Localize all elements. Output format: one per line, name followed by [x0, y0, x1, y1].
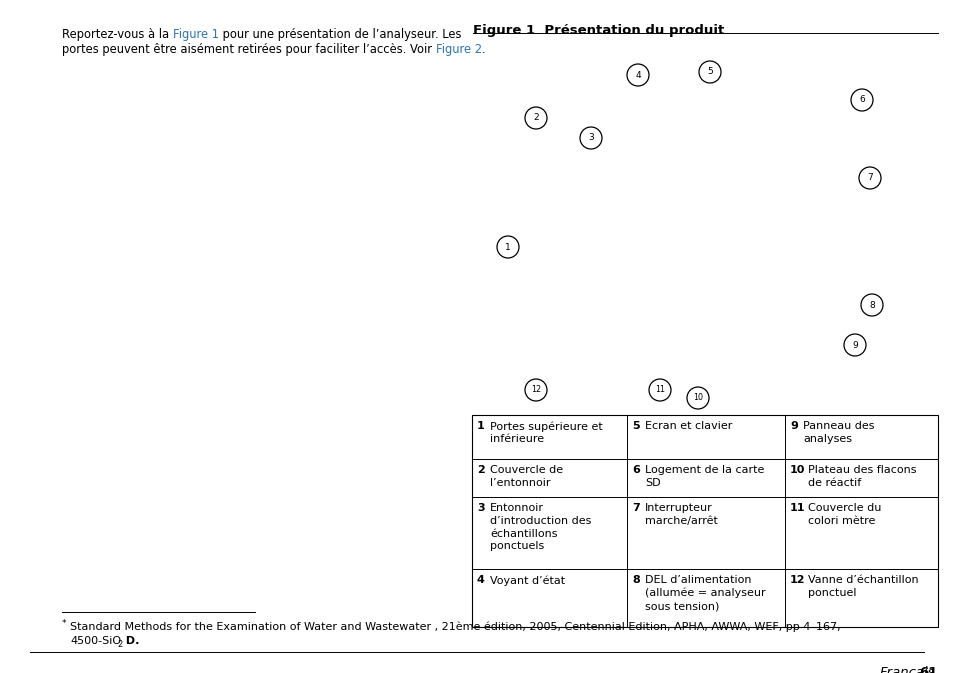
Text: Figure 2: Figure 2: [436, 43, 481, 56]
Text: Couvercle du
colori mètre: Couvercle du colori mètre: [807, 503, 881, 526]
Text: Plateau des flacons
de réactif: Plateau des flacons de réactif: [807, 465, 916, 488]
Text: 2: 2: [476, 465, 484, 475]
Text: 10: 10: [692, 394, 702, 402]
Text: 3: 3: [476, 503, 484, 513]
Text: 5: 5: [631, 421, 639, 431]
Text: Entonnoir
d’introduction des
échantillons
ponctuels: Entonnoir d’introduction des échantillon…: [490, 503, 591, 551]
Text: Ecran et clavier: Ecran et clavier: [644, 421, 732, 431]
Text: Français: Français: [879, 666, 935, 673]
Circle shape: [861, 294, 882, 316]
Text: Voyant d’état: Voyant d’état: [490, 575, 564, 586]
Text: 2: 2: [533, 114, 538, 122]
Text: *: *: [62, 619, 67, 628]
Text: Interrupteur
marche/arrêt: Interrupteur marche/arrêt: [644, 503, 717, 526]
Text: 6: 6: [631, 465, 639, 475]
Text: Standard Methods for the Examination of Water and Wastewater , 21ème édition, 20: Standard Methods for the Examination of …: [70, 622, 840, 633]
Text: 1: 1: [476, 421, 484, 431]
Text: 1: 1: [504, 242, 511, 252]
Text: pour une présentation de l’analyseur. Les: pour une présentation de l’analyseur. Le…: [218, 28, 460, 41]
Text: 2: 2: [117, 640, 122, 649]
Text: Figure 1  Présentation du produit: Figure 1 Présentation du produit: [473, 24, 723, 37]
Bar: [473, 40, 937, 410]
Circle shape: [524, 379, 546, 401]
Text: Vanne d’échantillon
ponctuel: Vanne d’échantillon ponctuel: [807, 575, 918, 598]
Text: Couvercle de
l’entonnoir: Couvercle de l’entonnoir: [490, 465, 562, 488]
Circle shape: [699, 61, 720, 83]
Bar: [472, 415, 937, 627]
Circle shape: [524, 107, 546, 129]
Text: 12: 12: [531, 386, 540, 394]
Text: 9: 9: [851, 341, 857, 349]
Text: 7: 7: [631, 503, 639, 513]
Text: 9: 9: [789, 421, 797, 431]
Circle shape: [579, 127, 601, 149]
Text: 10: 10: [789, 465, 804, 475]
Text: 11: 11: [789, 503, 804, 513]
Text: DEL d’alimentation
(allumée = analyseur
sous tension): DEL d’alimentation (allumée = analyseur …: [644, 575, 765, 611]
Text: Reportez-vous à la: Reportez-vous à la: [62, 28, 172, 41]
Text: 4: 4: [635, 71, 640, 79]
Circle shape: [626, 64, 648, 86]
Text: Figure 1: Figure 1: [172, 28, 218, 41]
Text: 4500-SiO: 4500-SiO: [70, 636, 121, 646]
Text: 12: 12: [789, 575, 804, 585]
Text: portes peuvent être aisément retirées pour faciliter l’accès. Voir: portes peuvent être aisément retirées po…: [62, 43, 436, 56]
Text: 6: 6: [859, 96, 864, 104]
Circle shape: [850, 89, 872, 111]
Text: 3: 3: [587, 133, 594, 143]
Text: 7: 7: [866, 174, 872, 182]
Text: 5: 5: [706, 67, 712, 77]
Text: .: .: [481, 43, 485, 56]
Text: Logement de la carte
SD: Logement de la carte SD: [644, 465, 763, 488]
Text: D.: D.: [122, 636, 139, 646]
Circle shape: [858, 167, 880, 189]
Text: 8: 8: [868, 301, 874, 310]
Text: 4: 4: [476, 575, 484, 585]
Circle shape: [686, 387, 708, 409]
Text: 11: 11: [655, 386, 664, 394]
Text: Portes supérieure et
inférieure: Portes supérieure et inférieure: [490, 421, 602, 444]
Text: 8: 8: [631, 575, 639, 585]
Circle shape: [497, 236, 518, 258]
Circle shape: [843, 334, 865, 356]
Circle shape: [648, 379, 670, 401]
Text: 61: 61: [918, 666, 937, 673]
Text: Panneau des
analyses: Panneau des analyses: [802, 421, 874, 444]
